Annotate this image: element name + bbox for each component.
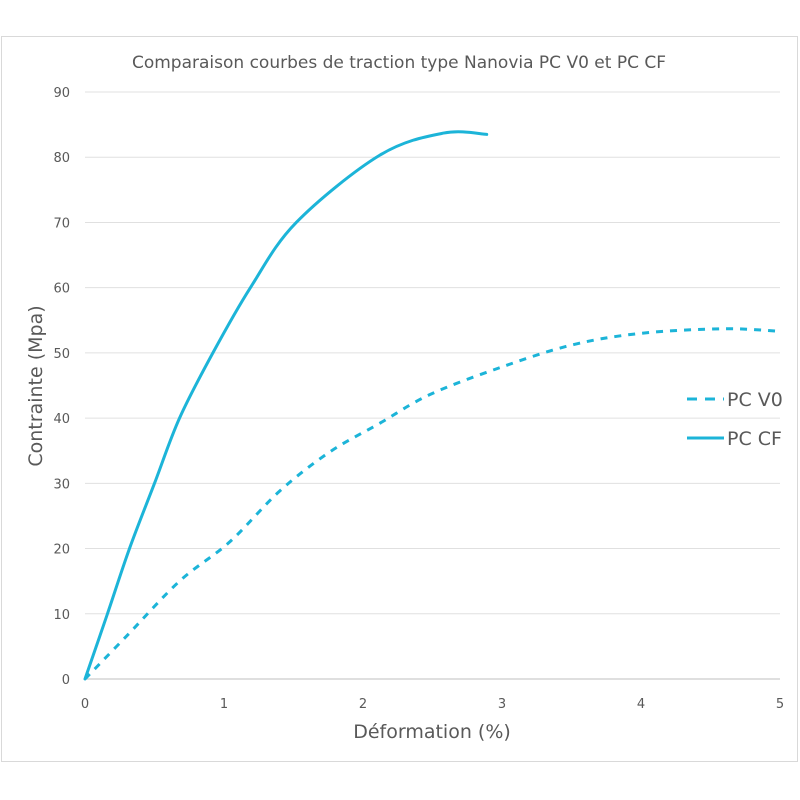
x-tick-label: 5 (776, 697, 784, 712)
chart-frame (1, 36, 798, 762)
series-line-pc-v0 (83, 327, 781, 681)
x-tick-label: 0 (81, 697, 89, 712)
y-axis-label: Contrainte (Mpa) (25, 305, 47, 466)
y-tick-label: 10 (53, 608, 70, 623)
y-tick-label: 30 (53, 477, 70, 492)
y-tick-label: 90 (53, 86, 70, 101)
y-tick-label: 50 (53, 347, 70, 362)
y-tick-label: 80 (53, 151, 70, 166)
y-tick-label: 70 (53, 216, 70, 231)
x-tick-label: 1 (220, 697, 228, 712)
y-tick-label: 60 (53, 282, 70, 297)
x-tick-label: 2 (359, 697, 367, 712)
x-axis-label: Déformation (%) (353, 721, 511, 743)
series-line-pc-cf (83, 130, 489, 681)
x-tick-label: 3 (498, 697, 506, 712)
legend-label: PC CF (727, 428, 782, 450)
x-tick-label: 4 (637, 697, 645, 712)
y-tick-label: 40 (53, 412, 70, 427)
y-tick-label: 0 (62, 673, 70, 688)
chart-title: Comparaison courbes de traction type Nan… (132, 53, 666, 73)
legend-label: PC V0 (727, 389, 783, 411)
y-tick-label: 20 (53, 543, 70, 558)
